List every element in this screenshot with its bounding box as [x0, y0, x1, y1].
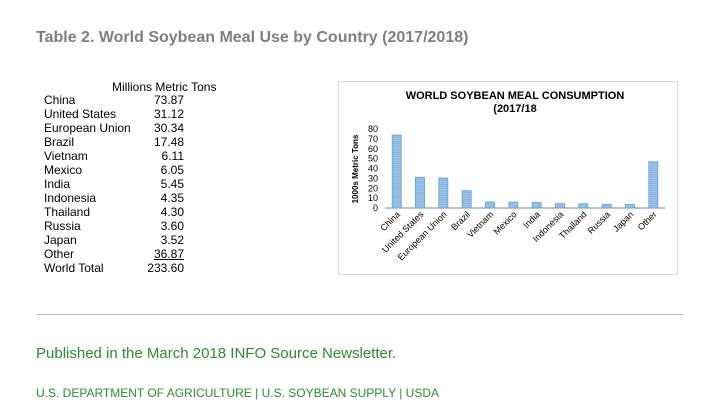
y-tick-label: 80	[368, 124, 378, 134]
x-tick-label: Japan	[611, 209, 635, 233]
page-title: Table 2. World Soybean Meal Use by Count…	[36, 29, 469, 46]
chart-subtitle: (2017/18	[493, 103, 536, 115]
country-name: European Union	[44, 121, 131, 135]
country-value: 6.11	[161, 149, 184, 163]
y-tick-label: 50	[368, 154, 378, 164]
country-name: Mexico	[44, 163, 83, 177]
country-value: 30.34	[153, 121, 184, 135]
units-header: Millions Metric Tons	[112, 80, 217, 94]
table-row: Other 36.87	[44, 247, 184, 261]
table-row: Thailand 4.30	[44, 205, 184, 219]
table-row: Vietnam 6.11	[44, 149, 184, 163]
x-tick-label: Vietnam	[465, 209, 495, 239]
country-value: 5.45	[160, 177, 184, 191]
y-tick-label: 70	[368, 134, 378, 144]
total-value: 233.60	[147, 261, 184, 275]
bar	[508, 201, 519, 209]
country-name: Vietnam	[44, 149, 88, 163]
table-row: European Union 30.34	[44, 121, 184, 135]
chart-panel: WORLD SOYBEAN MEAL CONSUMPTION (2017/18 …	[338, 81, 678, 275]
x-tick-label: Mexico	[492, 209, 519, 236]
country-value: 73.87	[153, 93, 184, 107]
table-row: Indonesia 4.35	[44, 191, 184, 205]
country-name: Thailand	[44, 205, 91, 219]
country-name: Brazil	[44, 135, 75, 149]
country-value: 3.52	[160, 233, 184, 247]
y-tick-label: 20	[368, 183, 378, 193]
bar	[601, 204, 612, 209]
y-tick-label: 0	[373, 203, 378, 213]
country-value: 4.30	[160, 205, 184, 219]
bar	[391, 134, 402, 209]
table-row: China 73.87	[44, 93, 184, 107]
y-tick-label: 30	[368, 173, 378, 183]
country-name: Indonesia	[44, 191, 97, 205]
country-name: Japan	[44, 233, 77, 247]
total-label: World Total	[44, 261, 104, 275]
y-axis-label: 1000s Metric Tons	[351, 134, 360, 203]
divider	[36, 314, 684, 315]
country-name: China	[44, 93, 76, 107]
x-tick-label: Other	[636, 209, 659, 232]
table-row: Mexico 6.05	[44, 163, 184, 177]
total-row: World Total 233.60	[44, 261, 184, 275]
country-value: 36.87	[153, 247, 184, 261]
y-tick-label: 60	[368, 144, 378, 154]
table-row: India 5.45	[44, 177, 184, 191]
country-name: Other	[44, 247, 75, 261]
table-row: Brazil 17.48	[44, 135, 184, 149]
country-value: 17.48	[153, 135, 184, 149]
y-tick-label: 40	[368, 164, 378, 174]
country-name: India	[44, 177, 71, 191]
table-row: Russia 3.60	[44, 219, 184, 233]
country-value: 31.12	[153, 107, 184, 121]
country-value: 3.60	[160, 219, 184, 233]
country-name: Russia	[44, 219, 81, 233]
x-tick-label: Russia	[586, 209, 613, 236]
x-tick-label: India	[521, 209, 542, 230]
table-row: United States 31.12	[44, 107, 184, 121]
published-note: Published in the March 2018 INFO Source …	[36, 345, 397, 362]
bar	[625, 204, 635, 209]
footer-text: U.S. DEPARTMENT OF AGRICULTURE | U.S. SO…	[36, 386, 439, 400]
country-name: United States	[44, 107, 117, 121]
chart-title: WORLD SOYBEAN MEAL CONSUMPTION	[406, 90, 625, 102]
bar-chart: WORLD SOYBEAN MEAL CONSUMPTION (2017/18 …	[351, 90, 665, 262]
y-tick-label: 10	[368, 193, 378, 203]
bar	[531, 202, 542, 209]
bar	[485, 201, 495, 209]
country-value: 6.05	[160, 163, 184, 177]
bar	[648, 161, 659, 209]
country-value: 4.35	[160, 191, 184, 205]
bar	[438, 177, 449, 209]
table-row: Japan 3.52	[44, 233, 184, 247]
